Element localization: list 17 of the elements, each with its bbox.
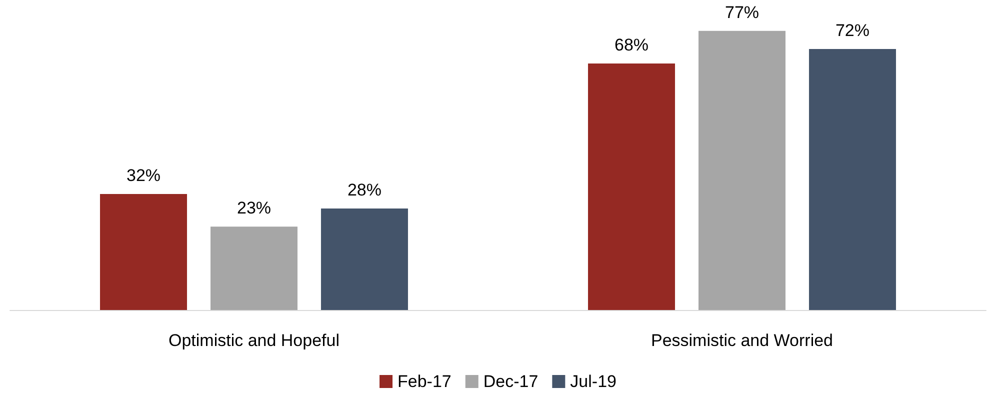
bar bbox=[100, 194, 188, 310]
data-label: 68% bbox=[614, 36, 649, 54]
x-tick-label: Optimistic and Hopeful bbox=[168, 331, 340, 350]
bar bbox=[698, 30, 786, 310]
bar bbox=[320, 208, 408, 310]
x-tick-label: Pessimistic and Worried bbox=[650, 331, 834, 350]
legend-label: Dec-17 bbox=[483, 372, 538, 391]
data-label: 23% bbox=[236, 198, 272, 218]
legend-label: Feb-17 bbox=[398, 372, 452, 391]
data-label: 77% bbox=[724, 2, 760, 22]
data-label: 72% bbox=[835, 21, 870, 40]
legend-label: Jul-19 bbox=[570, 372, 616, 391]
bar bbox=[588, 64, 676, 310]
data-label: 32% bbox=[126, 166, 161, 185]
bar bbox=[808, 49, 896, 310]
data-label: 28% bbox=[347, 180, 382, 200]
bar bbox=[210, 226, 298, 310]
